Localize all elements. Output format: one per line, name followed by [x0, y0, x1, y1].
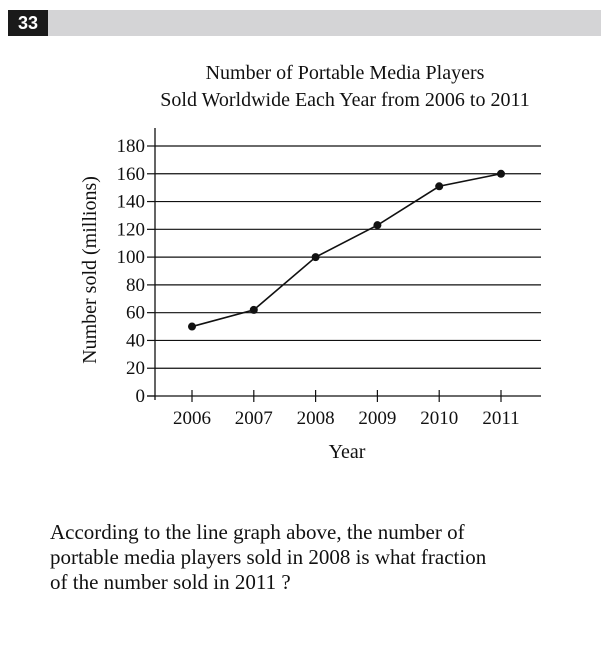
question-text: According to the line graph above, the n… — [50, 520, 595, 595]
series-line — [191, 172, 502, 328]
y-tick-label: 20 — [126, 358, 145, 379]
question-text-line: of the number sold in 2011 ? — [50, 570, 291, 594]
y-axis-label: Number sold (millions) — [79, 176, 101, 364]
x-tick-label: 2011 — [482, 408, 519, 429]
data-point — [373, 221, 382, 230]
data-point — [249, 305, 258, 314]
x-axis-ticks: 2006 2007 2008 2009 2010 2011 — [173, 390, 520, 429]
question-text-line: portable media players sold in 2008 is w… — [50, 545, 487, 569]
x-tick-label: 2010 — [420, 408, 458, 429]
y-tick-label: 60 — [126, 303, 145, 324]
y-tick-label: 80 — [126, 275, 145, 296]
x-tick-label: 2006 — [173, 408, 211, 429]
line-chart: Number of Portable Media Players Sold Wo… — [79, 62, 541, 463]
grid-lines — [147, 145, 541, 397]
y-tick-label: 0 — [136, 386, 146, 407]
x-tick-label: 2009 — [358, 408, 396, 429]
chart-title-line-2: Sold Worldwide Each Year from 2006 to 20… — [160, 89, 529, 111]
x-tick-label: 2008 — [297, 408, 335, 429]
y-tick-label: 140 — [117, 192, 146, 213]
data-point — [188, 322, 196, 331]
y-tick-label: 160 — [117, 164, 146, 185]
y-tick-label: 180 — [117, 136, 146, 157]
chart-title-line-1: Number of Portable Media Players — [206, 62, 485, 84]
data-point — [435, 182, 444, 191]
x-axis-label: Year — [329, 441, 366, 463]
y-tick-label: 40 — [126, 330, 145, 351]
question-number-badge: 33 — [8, 10, 48, 36]
question-text-line: According to the line graph above, the n… — [50, 520, 465, 544]
data-point — [497, 169, 505, 178]
x-tick-label: 2007 — [235, 408, 273, 429]
y-tick-label: 120 — [117, 219, 146, 240]
data-series — [188, 169, 505, 331]
y-axis-ticks: 0 20 40 60 80 100 120 140 160 180 — [117, 136, 155, 407]
data-point — [311, 253, 320, 262]
header-bar — [8, 10, 601, 36]
y-tick-label: 100 — [117, 247, 146, 268]
